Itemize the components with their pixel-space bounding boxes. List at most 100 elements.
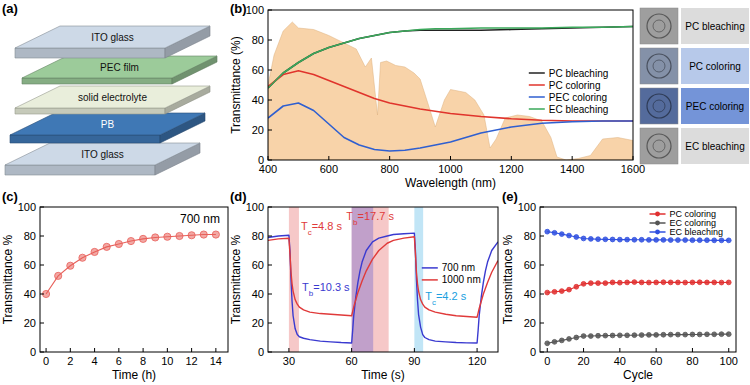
photo-entry: PC coloring xyxy=(640,48,749,84)
series-marker xyxy=(603,281,608,286)
layer-label: ITO glass xyxy=(81,149,124,160)
photo-label: PEC coloring xyxy=(686,101,744,112)
band-label-part: =4.8 s xyxy=(312,220,343,232)
series-marker xyxy=(697,332,702,337)
layer-front xyxy=(15,108,165,114)
x-tick xyxy=(143,348,144,352)
series-marker xyxy=(625,333,630,338)
y-tick-label: 60 xyxy=(252,64,264,76)
photo-label-box xyxy=(681,8,749,44)
series-marker xyxy=(632,280,637,285)
time-band xyxy=(352,207,389,352)
plot-frame xyxy=(40,207,228,352)
x-tick-label: 1200 xyxy=(499,163,523,175)
series-marker xyxy=(661,238,666,243)
x-tick xyxy=(728,348,729,352)
series-marker xyxy=(545,290,550,295)
y-tick-label: 0 xyxy=(530,346,536,358)
x-tick xyxy=(191,348,192,352)
layer-front xyxy=(10,135,160,143)
series-marker xyxy=(646,238,651,243)
series-marker xyxy=(617,333,622,338)
series-marker xyxy=(574,235,579,240)
layer-top xyxy=(10,113,205,135)
photo-entry: PC bleaching xyxy=(640,8,749,44)
y-axis-title: Transmittance % xyxy=(1,234,15,324)
spectrum-area xyxy=(268,22,633,160)
y-tick xyxy=(268,323,272,324)
series-marker xyxy=(690,280,695,285)
series-marker xyxy=(726,238,731,243)
layer: PB xyxy=(10,113,205,143)
legend-swatch xyxy=(529,96,545,98)
series-marker xyxy=(625,237,630,242)
x-axis-title: Time (s) xyxy=(361,368,405,382)
plot-area xyxy=(42,231,219,298)
x-tick-label: 120 xyxy=(468,355,486,367)
series-marker xyxy=(676,238,681,243)
series-marker xyxy=(610,280,615,285)
layer-top xyxy=(22,56,217,78)
series-marker xyxy=(152,234,159,241)
series-marker xyxy=(632,333,637,338)
series-marker xyxy=(617,237,622,242)
plot-area xyxy=(268,22,633,160)
band-label-part: =4.2 s xyxy=(436,290,467,302)
layer-front xyxy=(22,78,172,84)
series-marker xyxy=(545,341,550,346)
series-marker xyxy=(712,280,717,285)
y-tick xyxy=(268,130,272,131)
y-tick xyxy=(268,70,272,71)
band-label: Tc=4.8 s xyxy=(301,220,343,237)
legend-swatch xyxy=(422,267,438,269)
series-marker xyxy=(164,233,171,240)
legend-marker xyxy=(655,230,660,235)
band-label-part: =17.7 s xyxy=(358,210,395,222)
series-marker xyxy=(632,237,637,242)
band-label: Tc=4.2 s xyxy=(425,290,467,307)
x-tick-label: 400 xyxy=(259,163,277,175)
y-tick xyxy=(540,265,544,266)
photo-emblem xyxy=(653,100,665,112)
series-marker xyxy=(726,332,731,337)
series-marker xyxy=(559,338,564,343)
y-tick xyxy=(268,294,272,295)
series-marker xyxy=(596,333,601,338)
photo-emblem xyxy=(653,140,665,152)
x-tick xyxy=(572,156,573,160)
x-tick-label: 30 xyxy=(283,355,295,367)
x-tick xyxy=(656,348,657,352)
legend: 700 nm1000 nm xyxy=(422,262,481,285)
x-tick xyxy=(215,348,216,352)
x-tick-label: 12 xyxy=(185,355,197,367)
series-marker xyxy=(91,248,98,255)
y-tick-label: 100 xyxy=(246,4,264,16)
series-marker xyxy=(603,237,608,242)
y-axis-title: Transmittance % xyxy=(229,234,243,324)
series-marker xyxy=(712,332,717,337)
x-tick-label: 8 xyxy=(140,355,146,367)
series-marker xyxy=(574,335,579,340)
series-marker xyxy=(574,284,579,289)
layer: ITO glass xyxy=(5,143,200,175)
series-marker xyxy=(683,332,688,337)
series-marker xyxy=(103,243,110,250)
series-marker xyxy=(596,281,601,286)
series-marker xyxy=(639,280,644,285)
series-marker xyxy=(639,333,644,338)
x-tick-label: 10 xyxy=(161,355,173,367)
x-tick-label: 6 xyxy=(116,355,122,367)
x-tick xyxy=(118,348,119,352)
legend: PC coloringEC coloringEC bleaching xyxy=(650,209,724,237)
x-tick xyxy=(547,348,548,352)
x-tick-label: 20 xyxy=(577,355,589,367)
y-tick xyxy=(40,236,44,237)
y-tick-label: 80 xyxy=(24,230,36,242)
photo-entry: EC bleaching xyxy=(640,128,749,164)
legend: PC bleachingPC coloringPEC coloringEC bl… xyxy=(529,68,608,115)
photo xyxy=(640,128,678,164)
layer-front xyxy=(15,48,165,58)
legend-label: EC bleaching xyxy=(670,227,724,237)
x-tick xyxy=(288,348,289,352)
legend-swatch xyxy=(422,279,438,281)
